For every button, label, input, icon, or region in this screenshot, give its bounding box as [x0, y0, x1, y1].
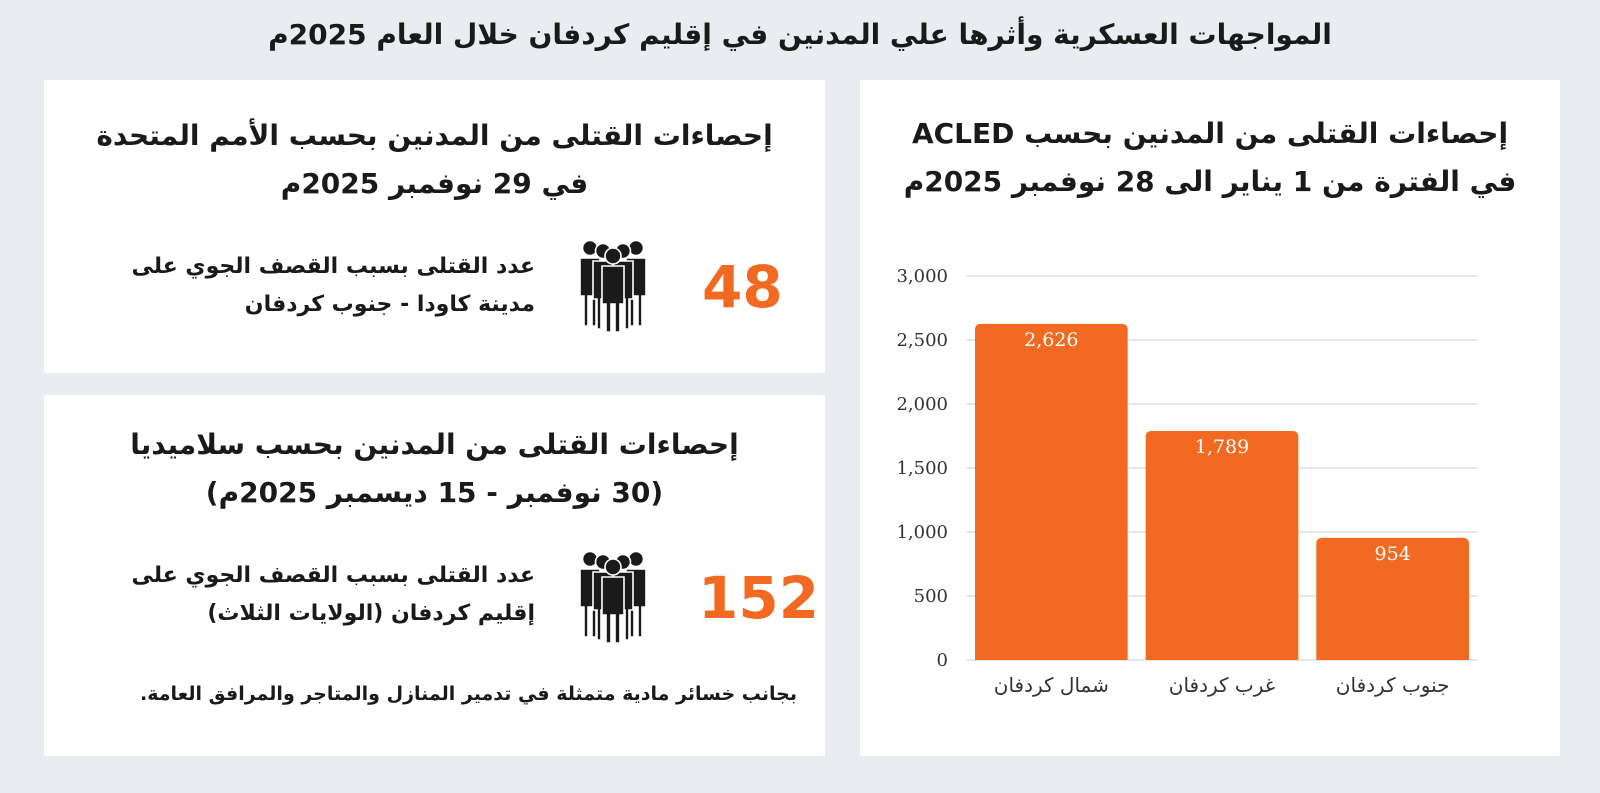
bar: [1145, 431, 1299, 660]
people-group-icon: [579, 239, 647, 332]
un-panel: إحصاءات القتلى من المدنين بحسب الأمم الم…: [44, 80, 825, 373]
acled-heading-line2: في الفترة من 1 يناير الى 28 نوفمبر 2025م: [903, 165, 1517, 198]
category-label: شمال كردفان: [994, 673, 1109, 697]
un-stat-text: عدد القتلى بسبب القصف الجوي على مدينة كا…: [132, 248, 536, 324]
un-stat-line2: مدينة كاودا - جنوب كردفان: [244, 292, 535, 317]
bar-value-label: 1,789: [1195, 436, 1249, 458]
category-label: غرب كردفان: [1169, 673, 1275, 697]
acled-heading-line1: إحصاءات القتلى من المدنين بحسب ACLED: [911, 117, 1509, 150]
salamedia-stat-line1: عدد القتلى بسبب القصف الجوي على: [131, 563, 536, 588]
category-label: جنوب كردفان: [1336, 673, 1450, 697]
y-tick-label: 3,000: [896, 266, 948, 287]
acled-bar-chart: 0 500 1,000 1,500 2,000 2,500 3,000 2,626 شمال ك…: [896, 266, 1478, 697]
acled-heading: إحصاءات القتلى من المدنين بحسب ACLED في …: [860, 110, 1560, 206]
y-tick-label: 500: [914, 586, 948, 607]
un-stat-line1: عدد القتلى بسبب القصف الجوي على: [131, 254, 536, 279]
salamedia-stat-line2: إقليم كردفان (الولايات الثلاث): [207, 601, 535, 626]
salamedia-panel: إحصاءات القتلى من المدنين بحسب سلاميديا …: [44, 395, 825, 756]
un-death-count: 48: [702, 253, 783, 321]
acled-chart-panel: إحصاءات القتلى من المدنين بحسب ACLED في …: [860, 80, 1560, 756]
salamedia-heading: إحصاءات القتلى من المدنين بحسب سلاميديا …: [44, 421, 825, 517]
salamedia-note: بجانب خسائر مادية متمثلة في تدمير المناز…: [140, 683, 797, 705]
main-title: المواجهات العسكرية وأثرها علي المدنين في…: [268, 18, 1332, 51]
y-tick-label: 1,000: [896, 522, 948, 543]
y-tick-label: 2,000: [896, 394, 948, 415]
salamedia-stat-text: عدد القتلى بسبب القصف الجوي على إقليم كر…: [132, 557, 536, 633]
y-tick-label: 0: [937, 650, 948, 671]
salamedia-death-count: 152: [698, 564, 820, 632]
y-tick-label: 2,500: [896, 330, 948, 351]
salamedia-heading-line1: إحصاءات القتلى من المدنين بحسب سلاميديا: [130, 428, 739, 461]
salamedia-heading-line2: (30 نوفمبر - 15 ديسمبر 2025م): [205, 476, 664, 509]
bar: [1316, 537, 1469, 660]
bar-value-label: 2,626: [1024, 329, 1078, 351]
bar: [975, 323, 1128, 660]
people-group-icon: [579, 550, 647, 643]
un-heading-line2: في 29 نوفمبر 2025م: [280, 167, 589, 200]
y-tick-label: 1,500: [896, 458, 948, 479]
un-heading-line1: إحصاءات القتلى من المدنين بحسب الأمم الم…: [96, 119, 773, 152]
un-heading: إحصاءات القتلى من المدنين بحسب الأمم الم…: [44, 112, 825, 208]
bar-value-label: 954: [1375, 543, 1411, 565]
